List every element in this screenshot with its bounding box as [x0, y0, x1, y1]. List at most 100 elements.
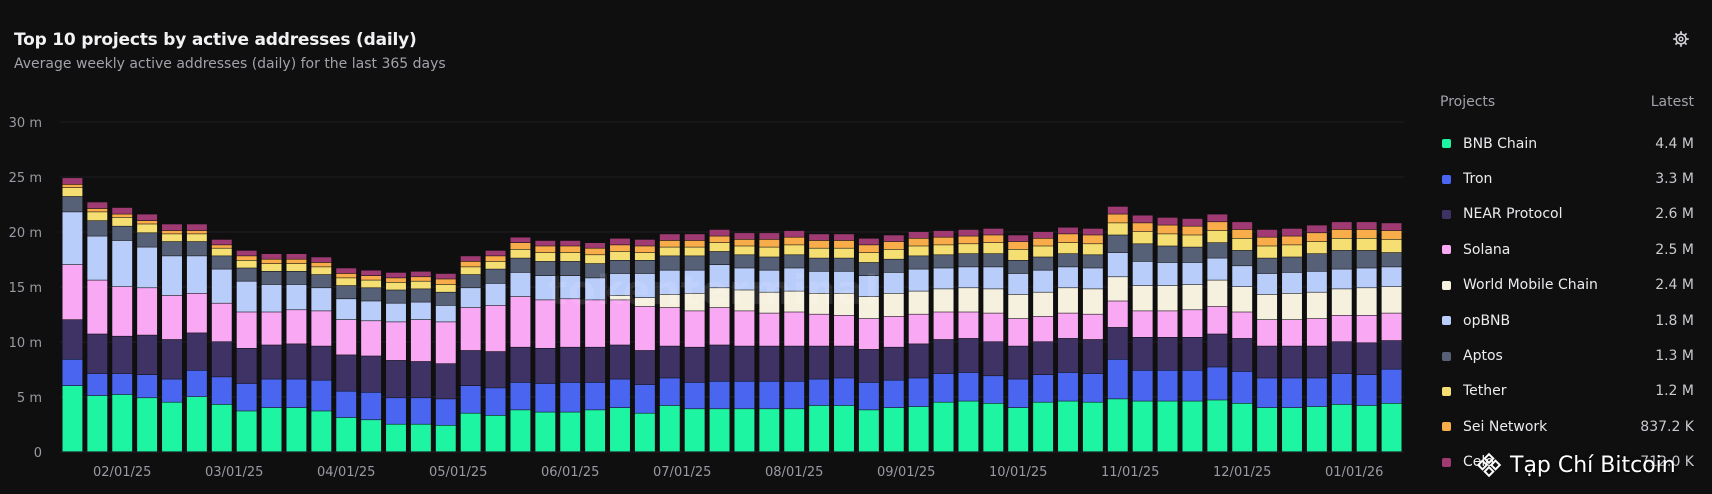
bar-segment	[460, 386, 481, 413]
bar-segment	[485, 351, 506, 388]
bar-segment	[186, 397, 207, 452]
bar-segment	[560, 240, 581, 246]
bar-segment	[1157, 370, 1178, 401]
bar-segment	[908, 291, 929, 314]
bar-segment	[709, 307, 730, 345]
legend-item-latest: 712.0 K	[1640, 454, 1694, 471]
bar-segment	[1257, 346, 1278, 378]
bar-segment	[1282, 408, 1302, 452]
bar-segment	[112, 207, 133, 214]
legend-item[interactable]: Solana 2.5 M	[1440, 232, 1694, 267]
bar-segment	[1306, 406, 1327, 452]
bar-segment	[1058, 243, 1078, 254]
bar-segment	[211, 269, 232, 303]
bar-segment	[610, 238, 630, 245]
bar-segment	[336, 417, 357, 452]
bar-segment	[1107, 277, 1128, 301]
bar-segment	[1356, 375, 1377, 406]
legend-item[interactable]: BNB Chain 4.4 M	[1440, 126, 1694, 161]
bar-segment	[535, 383, 556, 412]
legend-item-name: opBNB	[1463, 312, 1511, 329]
bar-segment	[1381, 239, 1402, 253]
bar-segment	[1107, 327, 1128, 359]
bar-segment	[709, 243, 730, 252]
bar-segment	[908, 256, 929, 269]
bar-segment	[1232, 371, 1253, 403]
bar-segment	[809, 346, 830, 379]
legend-item[interactable]: Aptos 1.3 M	[1440, 338, 1694, 373]
bar-segment	[684, 311, 705, 347]
bar-segment	[535, 348, 556, 384]
bar-segment	[883, 259, 904, 273]
bar-segment	[211, 245, 232, 248]
bar-segment	[809, 293, 830, 314]
legend-item[interactable]: Tron 3.3 M	[1440, 161, 1694, 196]
bar-segment	[809, 271, 830, 293]
legend-swatch	[1442, 209, 1451, 219]
bar-segment	[435, 425, 456, 452]
bar-segment	[1306, 318, 1327, 346]
bar-segment	[1058, 254, 1078, 267]
bar-segment	[933, 402, 954, 452]
legend-item[interactable]: opBNB 1.8 M	[1440, 303, 1694, 338]
bar-segment	[1157, 285, 1178, 311]
bar-segment	[1157, 262, 1178, 286]
bar-segment	[1107, 252, 1128, 277]
legend-item[interactable]: Sei Network 837.2 K	[1440, 409, 1694, 444]
legend-item[interactable]: Tether 1.2 M	[1440, 374, 1694, 409]
bar-segment	[261, 345, 282, 379]
bar-segment	[784, 230, 805, 237]
legend-item[interactable]: NEAR Protocol 2.6 M	[1440, 197, 1694, 232]
bar-segment	[659, 307, 680, 346]
bar-segment	[1157, 225, 1178, 234]
bar-segment	[1008, 408, 1029, 452]
bar-segment	[1331, 315, 1352, 342]
bar-segment	[62, 196, 83, 212]
bar-segment	[535, 261, 556, 276]
bar-segment	[286, 310, 307, 344]
gear-icon[interactable]	[1672, 30, 1690, 48]
bar-segment	[1157, 311, 1178, 337]
bar-segment	[1058, 288, 1078, 313]
bar-segment	[834, 271, 854, 293]
legend-item-latest: 2.6 M	[1655, 206, 1694, 223]
bar-segment	[983, 235, 1004, 243]
bar-segment	[311, 267, 332, 275]
legend-item-latest: 4.4 M	[1655, 135, 1694, 152]
bar-segment	[62, 212, 83, 265]
bar-segment	[236, 348, 257, 384]
bar-segment	[585, 347, 606, 383]
bar-segment	[361, 420, 382, 452]
bar-segment	[1356, 288, 1377, 315]
bar-segment	[1207, 367, 1228, 400]
bar-segment	[261, 379, 282, 408]
bar-segment	[983, 289, 1004, 313]
bar-segment	[1182, 310, 1203, 337]
bar-segment	[1082, 289, 1103, 314]
bar-segment	[759, 247, 780, 257]
bar-segment	[858, 410, 879, 452]
bar-segment	[610, 408, 630, 452]
bar-segment	[1058, 401, 1078, 452]
bar-segment	[858, 238, 879, 245]
bar-segment	[1306, 241, 1327, 254]
bar-segment	[734, 268, 755, 290]
bar-segment	[236, 281, 257, 312]
bar-segment	[1207, 334, 1228, 367]
bar-segment	[734, 255, 755, 268]
bar-segment	[784, 346, 805, 381]
bar-segment	[560, 261, 581, 276]
bar-segment	[610, 295, 630, 300]
bar-segment	[1282, 272, 1302, 293]
bar-segment	[311, 257, 332, 263]
bar-segment	[784, 381, 805, 409]
bar-segment	[361, 270, 382, 276]
bar-segment	[211, 342, 232, 377]
legend-item[interactable]: World Mobile Chain 2.4 M	[1440, 268, 1694, 303]
bar-segment	[1381, 230, 1402, 240]
bar-segment	[784, 245, 805, 255]
bar-segment	[1157, 337, 1178, 370]
bar-segment	[261, 408, 282, 452]
bar-segment	[1157, 234, 1178, 246]
bar-segment	[1008, 346, 1029, 379]
